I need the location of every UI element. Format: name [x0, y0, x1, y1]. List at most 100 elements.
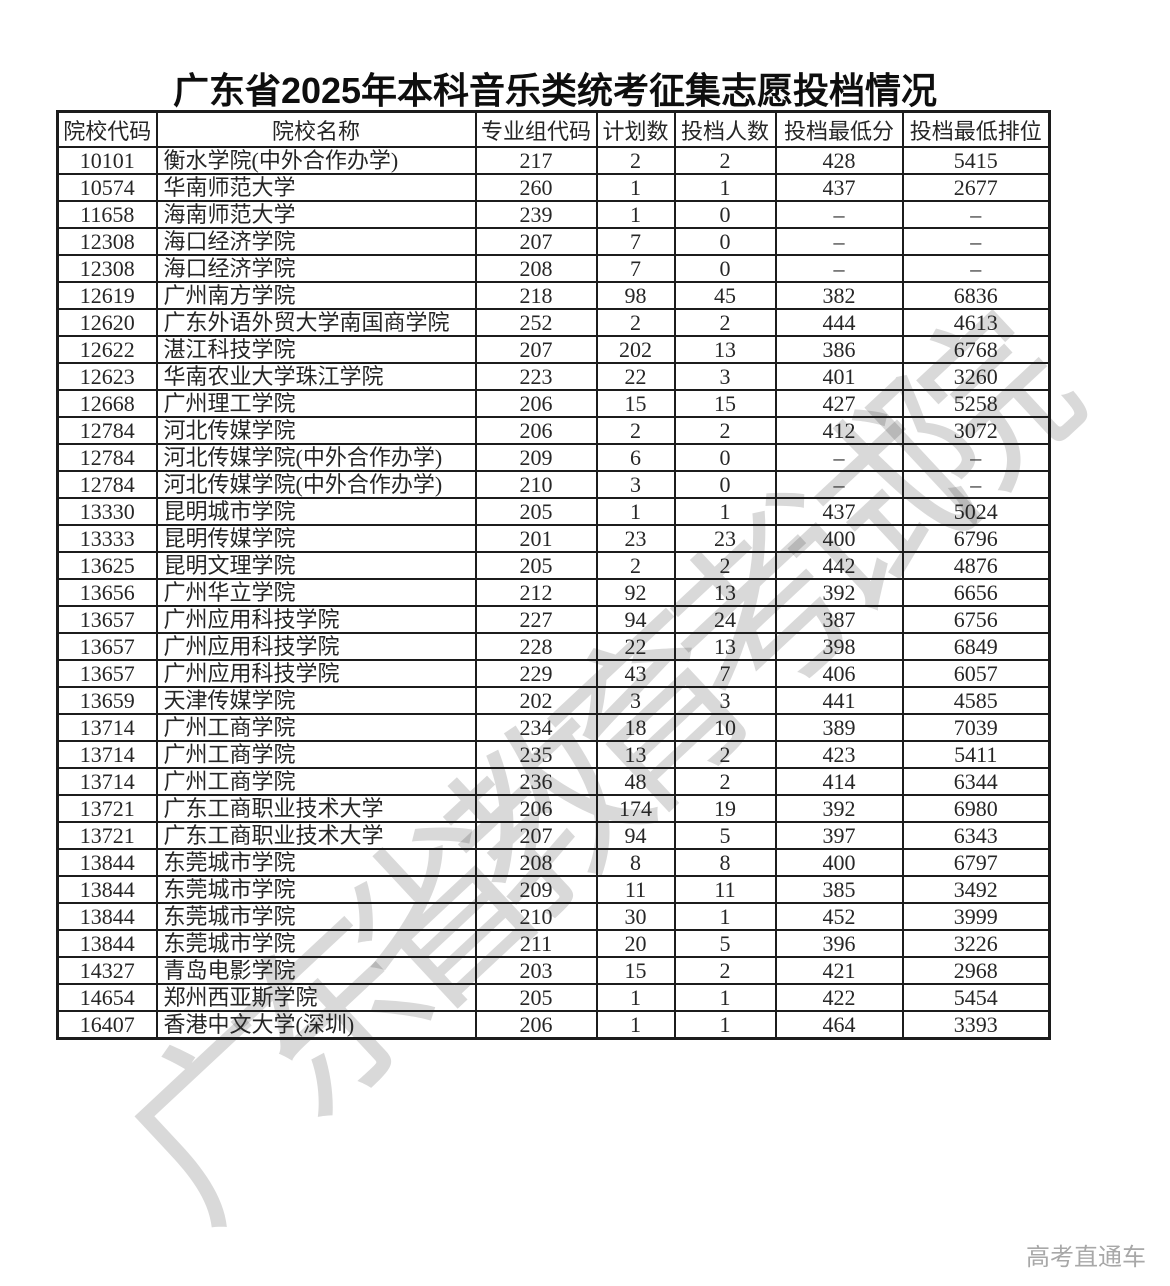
cell: 217: [474, 146, 598, 175]
cell: 3492: [901, 875, 1051, 904]
cell-institution-name: 广州应用科技学院: [155, 605, 477, 634]
cell: 174: [595, 794, 676, 823]
cell: 209: [474, 875, 598, 904]
cell-institution-name: 河北传媒学院(中外合作办学): [155, 443, 477, 472]
cell: 387: [774, 605, 904, 634]
cell: 203: [474, 956, 598, 985]
cell: 3072: [901, 416, 1051, 445]
cell: 12622: [56, 335, 158, 364]
cell: 209: [474, 443, 598, 472]
cell: –: [774, 443, 904, 472]
cell: 421: [774, 956, 904, 985]
cell: 441: [774, 686, 904, 715]
cell: –: [901, 470, 1051, 499]
table-row: 12308 海口经济学院 208 7 0– –: [56, 254, 1051, 283]
cell: 1: [595, 983, 676, 1012]
cell-institution-name: 广州应用科技学院: [155, 659, 477, 688]
cell: 13714: [56, 713, 158, 742]
table-row: 12784 河北传媒学院(中外合作办学) 210 3 0– –: [56, 470, 1051, 499]
cell: 0: [673, 470, 777, 499]
column-header: 投档最低排位: [901, 110, 1051, 148]
cell: 452: [774, 902, 904, 931]
cell: 5411: [901, 740, 1051, 769]
cell: 11: [595, 875, 676, 904]
cell: 94: [595, 605, 676, 634]
cell: 7039: [901, 713, 1051, 742]
header-row: 院校代码 院校名称 专业组代码 计划数 投档人数 投档最低分 投档最低排位: [56, 110, 1051, 148]
cell: 396: [774, 929, 904, 958]
cell: 2: [595, 146, 676, 175]
cell: 2: [673, 308, 777, 337]
table-row: 13844 东莞城市学院 210 30 1 452 3999: [56, 902, 1051, 931]
cell: 207: [474, 227, 598, 256]
cell: 3226: [901, 929, 1051, 958]
cell: 6796: [901, 524, 1051, 553]
cell: 6756: [901, 605, 1051, 634]
cell: 236: [474, 767, 598, 796]
cell: 210: [474, 902, 598, 931]
cell: 13721: [56, 794, 158, 823]
cell: 442: [774, 551, 904, 580]
cell: 2: [673, 956, 777, 985]
cell: 10574: [56, 173, 158, 202]
cell: 437: [774, 497, 904, 526]
cell-institution-name: 天津传媒学院: [155, 686, 477, 715]
cell: 3260: [901, 362, 1051, 391]
cell: –: [774, 227, 904, 256]
cell: 397: [774, 821, 904, 850]
cell: 12784: [56, 416, 158, 445]
cell: 13330: [56, 497, 158, 526]
cell: –: [774, 200, 904, 229]
cell: 401: [774, 362, 904, 391]
cell: 239: [474, 200, 598, 229]
cell: 13333: [56, 524, 158, 553]
cell: 428: [774, 146, 904, 175]
table-row: 13714 广州工商学院 234 18 10 389 7039: [56, 713, 1051, 742]
cell: 218: [474, 281, 598, 310]
cell: 0: [673, 227, 777, 256]
cell: 48: [595, 767, 676, 796]
cell: 1: [673, 173, 777, 202]
cell: 202: [474, 686, 598, 715]
cell-institution-name: 海南师范大学: [155, 200, 477, 229]
cell-institution-name: 广东工商职业技术大学: [155, 794, 477, 823]
table-row: 13844 东莞城市学院 211 20 5 396 3226: [56, 929, 1051, 958]
cell: 18: [595, 713, 676, 742]
cell-institution-name: 昆明文理学院: [155, 551, 477, 580]
cell: 2: [673, 767, 777, 796]
cell-institution-name: 广州工商学院: [155, 740, 477, 769]
cell-institution-name: 广州工商学院: [155, 713, 477, 742]
cell: 229: [474, 659, 598, 688]
cell-institution-name: 衡水学院(中外合作办学): [155, 146, 477, 175]
cell: 12308: [56, 227, 158, 256]
cell-institution-name: 海口经济学院: [155, 227, 477, 256]
cell: 2968: [901, 956, 1051, 985]
cell: 406: [774, 659, 904, 688]
cell: 7: [595, 227, 676, 256]
cell-institution-name: 郑州西亚斯学院: [155, 983, 477, 1012]
cell: 12619: [56, 281, 158, 310]
cell: 23: [595, 524, 676, 553]
cell-institution-name: 广东外语外贸大学南国商学院: [155, 308, 477, 337]
cell: 5: [673, 929, 777, 958]
cell: 3999: [901, 902, 1051, 931]
column-header: 专业组代码: [474, 110, 598, 148]
cell: 12620: [56, 308, 158, 337]
cell: –: [774, 254, 904, 283]
cell: 92: [595, 578, 676, 607]
cell: 12668: [56, 389, 158, 418]
cell: 228: [474, 632, 598, 661]
cell: 14327: [56, 956, 158, 985]
cell-institution-name: 广州工商学院: [155, 767, 477, 796]
cell: 6849: [901, 632, 1051, 661]
cell: 202: [595, 335, 676, 364]
cell-institution-name: 海口经济学院: [155, 254, 477, 283]
cell: 6836: [901, 281, 1051, 310]
cell: 2: [673, 551, 777, 580]
cell: 13844: [56, 902, 158, 931]
cell: 24: [673, 605, 777, 634]
column-header: 院校代码: [56, 110, 158, 148]
cell-institution-name: 东莞城市学院: [155, 929, 477, 958]
cell: 3393: [901, 1010, 1051, 1040]
cell: 2: [595, 551, 676, 580]
